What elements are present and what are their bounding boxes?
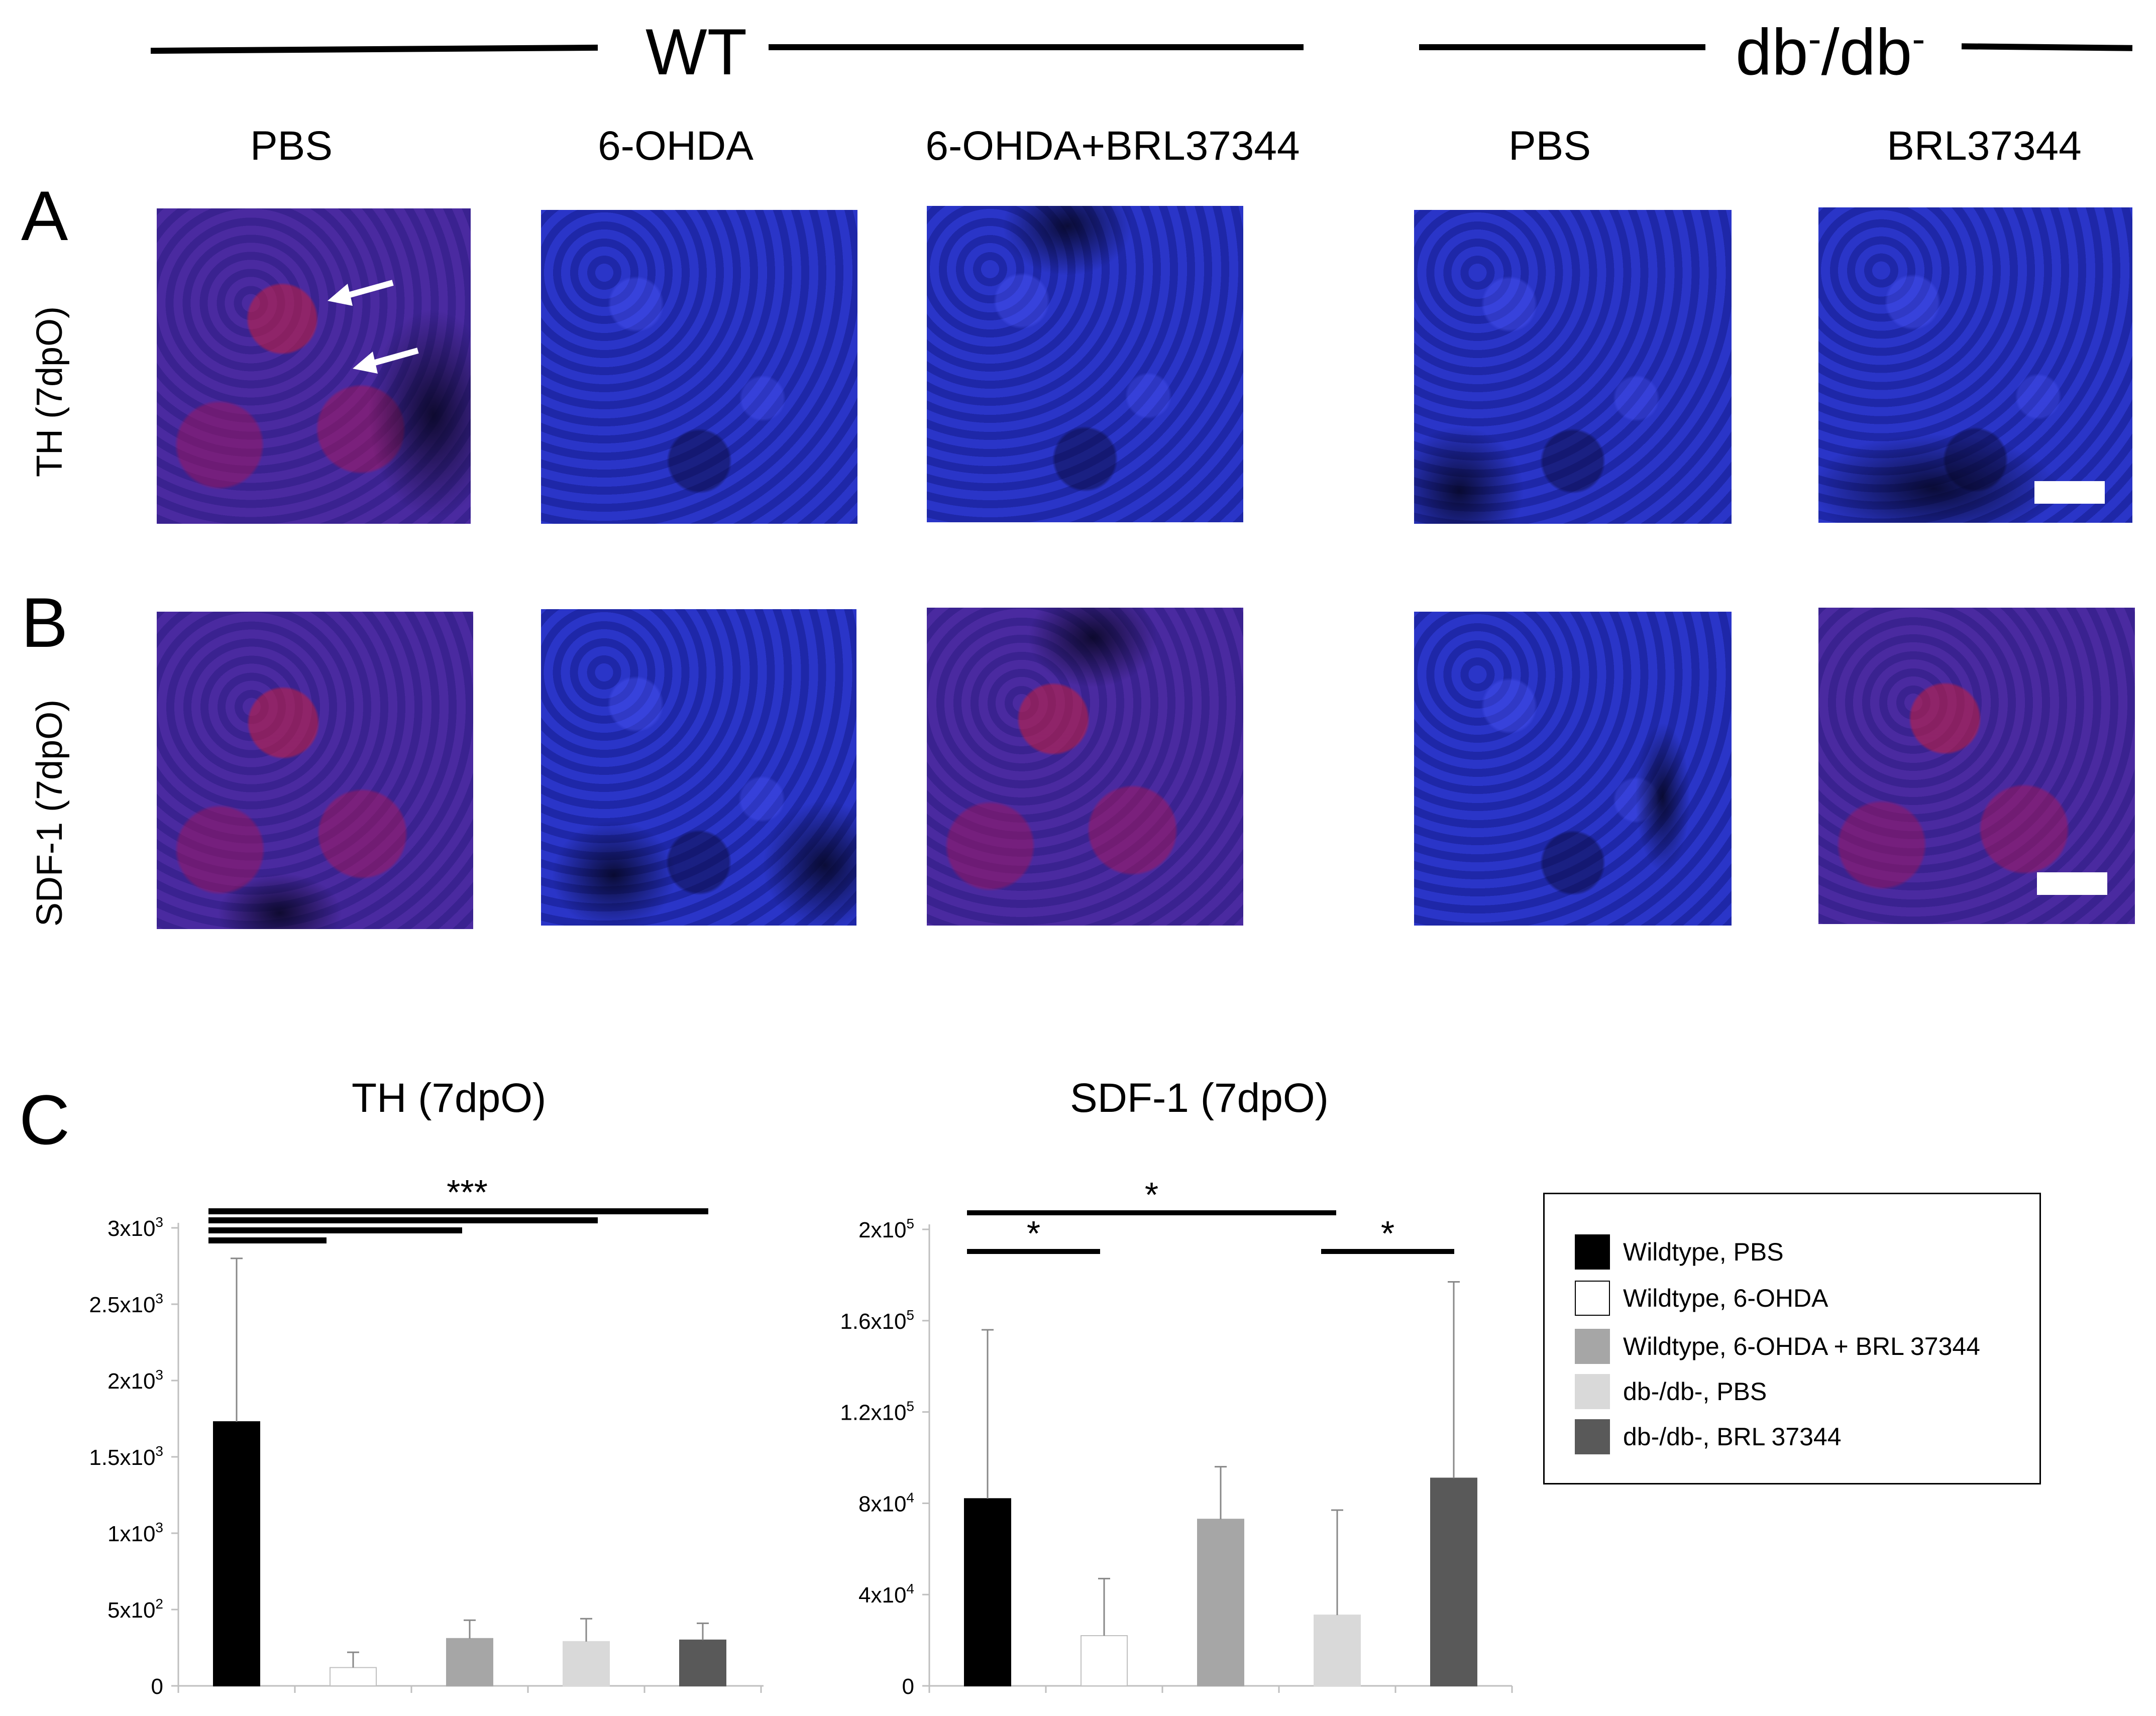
- y-tick-label: 1.2x105: [840, 1399, 914, 1425]
- y-tick-label: 1.5x103: [89, 1443, 163, 1470]
- legend-label: Wildtype, PBS: [1623, 1238, 1784, 1266]
- bar: [1081, 1635, 1128, 1687]
- db-label-sup2: -: [1912, 17, 1925, 61]
- micrograph-th-wt-pbs: [157, 208, 471, 524]
- micrograph-th-db-brl: [1818, 207, 2132, 523]
- wt-group-label: WT: [645, 15, 747, 88]
- scale-bar: [2037, 872, 2107, 895]
- significance-label: ***: [447, 1173, 488, 1212]
- arrow-icon: [353, 340, 423, 378]
- legend-item: db-/db-, BRL 37344: [1575, 1419, 1842, 1454]
- y-tick-label: 5x102: [107, 1596, 163, 1623]
- micrograph-th-wt-6ohda: [541, 210, 857, 524]
- wt-header-line-left: [150, 44, 598, 54]
- column-label-db-brl: BRL37344: [1887, 123, 2082, 169]
- column-label-wt-6ohda: 6-OHDA: [598, 123, 753, 169]
- y-tick-label: 4x104: [858, 1581, 914, 1608]
- db-header-line-left: [1419, 44, 1705, 50]
- micrograph-sdf1-db-pbs: [1414, 612, 1732, 926]
- legend-label: db-/db-, BRL 37344: [1623, 1423, 1842, 1451]
- bar: [446, 1638, 493, 1687]
- panel-label-a: A: [21, 176, 68, 255]
- y-tick-label: 3x103: [107, 1214, 163, 1241]
- y-tick-label: 2x105: [858, 1216, 914, 1242]
- y-tick-label: 2.5x103: [89, 1291, 163, 1317]
- bar: [1430, 1477, 1477, 1687]
- micrograph-sdf1-wt-pbs: [157, 612, 473, 929]
- legend-swatch: [1575, 1374, 1610, 1409]
- legend-label: db-/db-, PBS: [1623, 1378, 1767, 1406]
- legend-item: Wildtype, 6-OHDA: [1575, 1281, 1828, 1316]
- micrograph-sdf1-wt-6ohda: [541, 609, 856, 926]
- db-header-line-right: [1961, 43, 2133, 51]
- db-label-sup1: -: [1808, 17, 1821, 61]
- micrograph-sdf1-db-brl: [1818, 608, 2135, 924]
- chart-sdf1: 0 4x104 8x104 1.2x105 1.6x105 2x105 * * *: [840, 1175, 1513, 1699]
- panel-label-b: B: [21, 583, 68, 662]
- legend-item: Wildtype, 6-OHDA + BRL 37344: [1575, 1329, 1980, 1364]
- db-label-mid: /db: [1821, 15, 1912, 89]
- legend: Wildtype, PBS Wildtype, 6-OHDA Wildtype, 6…: [1543, 1193, 2041, 1484]
- bar: [213, 1421, 260, 1686]
- significance-label: *: [1381, 1214, 1394, 1253]
- chart-title-sdf1: SDF-1 (7dpO): [1070, 1075, 1329, 1121]
- column-label-wt-pbs: PBS: [250, 123, 333, 169]
- legend-item: Wildtype, PBS: [1575, 1234, 1784, 1270]
- bar: [1314, 1615, 1361, 1686]
- row-label-sdf1: SDF-1 (7dpO): [30, 699, 70, 927]
- bar: [964, 1498, 1011, 1686]
- legend-item: db-/db-, PBS: [1575, 1374, 1767, 1409]
- panel-label-c: C: [19, 1080, 70, 1159]
- column-label-db-pbs: PBS: [1508, 123, 1591, 169]
- chart-th: 0 5x102 1x103 1.5x103 2x103 2.5x103 3x103 ***: [89, 1173, 764, 1699]
- legend-swatch: [1575, 1419, 1610, 1454]
- arrow-icon: [328, 273, 398, 310]
- bar: [330, 1667, 377, 1687]
- bar: [1197, 1519, 1244, 1687]
- chart-title-th: TH (7dpO): [352, 1075, 547, 1121]
- legend-label: Wildtype, 6-OHDA + BRL 37344: [1623, 1332, 1980, 1360]
- legend-swatch: [1575, 1281, 1610, 1316]
- y-tick-label: 2x103: [107, 1367, 163, 1394]
- significance-label: *: [1027, 1214, 1040, 1253]
- y-tick-label: 8x104: [858, 1490, 914, 1516]
- micrograph-sdf1-wt-6ohda-brl: [927, 608, 1243, 926]
- legend-label: Wildtype, 6-OHDA: [1623, 1284, 1828, 1312]
- legend-swatch: [1575, 1234, 1610, 1270]
- y-tick-label: 0: [151, 1674, 163, 1699]
- db-group-label: db-/db-: [1736, 19, 1925, 84]
- row-label-th: TH (7dpO): [30, 306, 70, 477]
- legend-swatch: [1575, 1329, 1610, 1364]
- significance-label: *: [1145, 1175, 1158, 1214]
- bar: [679, 1639, 726, 1686]
- db-label-base: db: [1736, 15, 1808, 89]
- y-tick-label: 1x103: [107, 1520, 163, 1546]
- micrograph-th-db-pbs: [1414, 210, 1732, 524]
- wt-header-line-right: [769, 44, 1304, 50]
- column-label-wt-6ohda-brl: 6-OHDA+BRL37344: [925, 123, 1300, 169]
- micrograph-th-wt-6ohda-brl: [927, 206, 1243, 522]
- y-tick-label: 0: [902, 1674, 914, 1699]
- scale-bar: [2034, 481, 2105, 504]
- bar: [563, 1641, 610, 1687]
- y-tick-label: 1.6x105: [840, 1307, 914, 1334]
